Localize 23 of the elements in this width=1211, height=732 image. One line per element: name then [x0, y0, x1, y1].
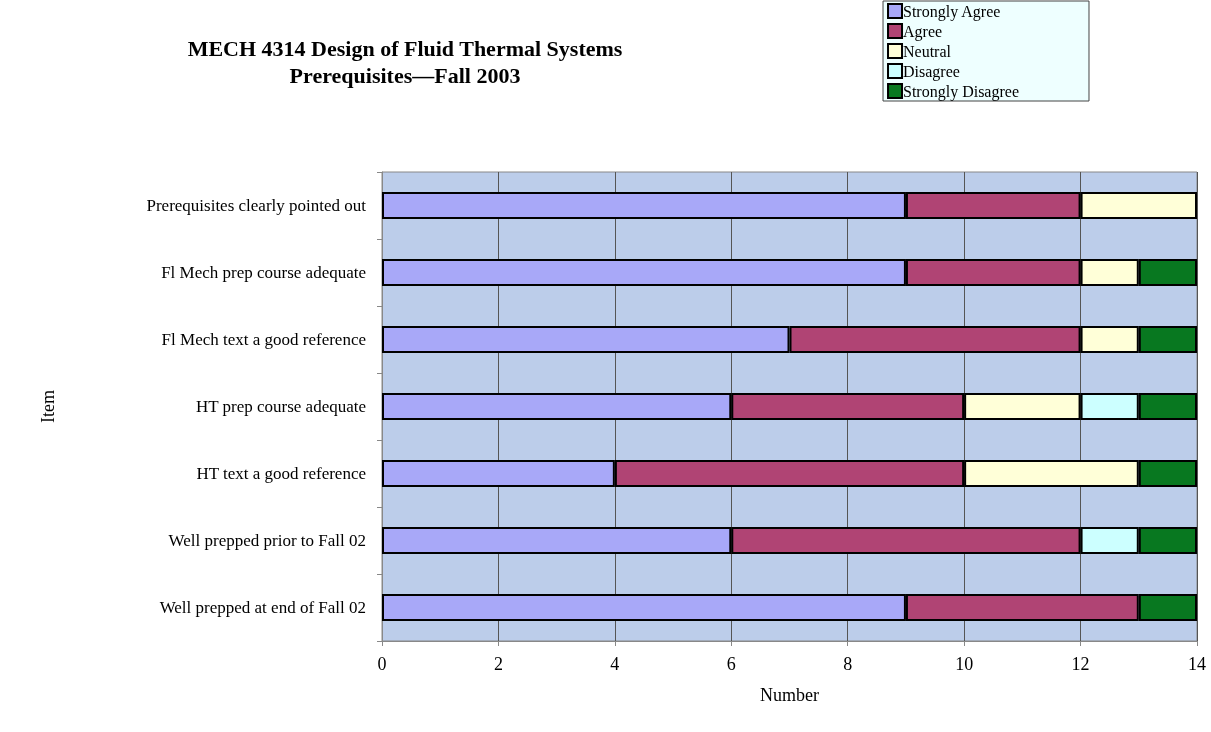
x-axis-title: Number [760, 685, 819, 705]
legend-label: Disagree [903, 62, 960, 81]
x-tick-label: 12 [1071, 654, 1090, 674]
y-tick-label: Well prepped at end of Fall 02 [159, 598, 366, 617]
y-axis-title: Item [38, 390, 58, 423]
x-tick-label: 8 [843, 654, 853, 674]
chart-title: MECH 4314 Design of Fluid Thermal Systems Prerequisites—Fall 2003 [187, 36, 623, 88]
y-tick-label: Well prepped prior to Fall 02 [168, 531, 366, 550]
y-tick-label: Fl Mech text a good reference [161, 330, 366, 349]
x-tick-label: 6 [726, 654, 736, 674]
legend-label: Strongly Agree [903, 2, 1001, 21]
legend-label: Strongly Disagree [903, 82, 1020, 101]
y-tick-label: HT text a good reference [196, 464, 366, 483]
y-tick-label: HT prep course adequate [195, 397, 366, 416]
legend-label: Neutral [903, 42, 952, 60]
y-tick-label: Prerequisites clearly pointed out [146, 196, 367, 215]
x-tick-label: 10 [955, 654, 974, 674]
y-tick-label: Fl Mech prep course adequate [161, 263, 366, 282]
x-tick-label: 2 [493, 654, 503, 674]
x-tick-label: 4 [610, 654, 620, 674]
legend-label: Agree [903, 22, 943, 41]
x-tick-label: 0 [377, 654, 387, 674]
x-tick-label: 14 [1188, 654, 1206, 674]
